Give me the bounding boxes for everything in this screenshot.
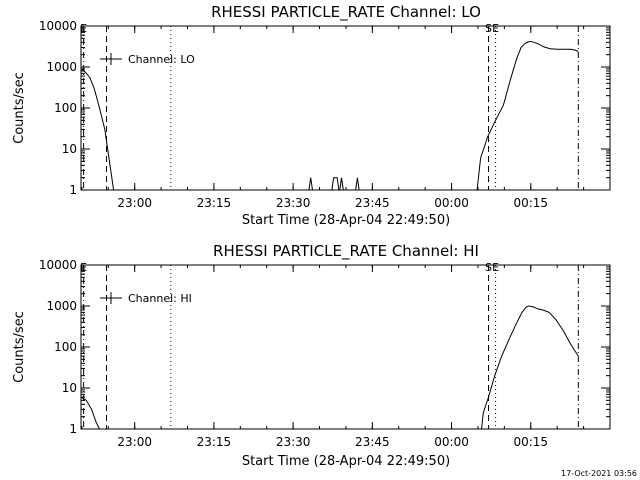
x-tick-label: 23:00 [117, 196, 152, 210]
x-axis-label: Start Time (28-Apr-04 22:49:50) [242, 454, 450, 469]
series-line-segment [308, 177, 313, 191]
series-group [80, 40, 579, 191]
y-tick-label: 1000 [46, 299, 77, 313]
y-tick-label: 10 [62, 381, 77, 395]
series-line-segment [331, 177, 340, 191]
panel-hi-channel: RHESSI PARTICLE_RATE Channel: HI Counts/… [12, 242, 611, 469]
y-tick-group: 1 10 100 1000 10000 [39, 19, 610, 197]
x-tick-group: 23:00 23:15 23:30 23:45 00:00 00:15 [81, 26, 611, 210]
time-marker-label: S [485, 22, 492, 35]
y-tick-label: 100 [54, 101, 77, 115]
x-tick-label: 00:00 [434, 196, 469, 210]
x-tick-label: 23:00 [117, 435, 152, 449]
time-marker-label: E [80, 261, 87, 274]
x-tick-label: 23:15 [197, 196, 232, 210]
x-tick-label: 00:00 [434, 435, 469, 449]
legend: Channel: HI [100, 292, 192, 305]
x-tick-label: 23:30 [276, 196, 311, 210]
y-tick-label: 10000 [39, 19, 77, 33]
x-tick-label: 00:15 [513, 196, 548, 210]
chart-title: RHESSI PARTICLE_RATE Channel: HI [213, 242, 479, 261]
x-tick-label: 23:30 [276, 435, 311, 449]
y-tick-label: 1 [69, 422, 77, 436]
series-line-segment [481, 305, 579, 430]
x-tick-label: 23:15 [197, 435, 232, 449]
panel-lo-channel: RHESSI PARTICLE_RATE Channel: LO Counts/… [12, 3, 611, 228]
legend-entry: Channel: HI [128, 292, 192, 305]
y-tick-label: 1000 [46, 60, 77, 74]
series-line-segment [80, 396, 100, 430]
x-tick-label: 23:45 [355, 435, 390, 449]
x-axis-label: Start Time (28-Apr-04 22:49:50) [242, 213, 450, 228]
time-marker-label: E [492, 22, 499, 35]
x-tick-label: 23:45 [355, 196, 390, 210]
y-tick-label: 10 [62, 142, 77, 156]
y-tick-group: 1 10 100 1000 10000 [39, 258, 610, 436]
legend: Channel: LO [100, 53, 195, 66]
timestamp-label: 17-Oct-2021 03:56 [561, 469, 637, 478]
y-axis-label: Counts/sec [12, 72, 27, 144]
series-line-segment [476, 40, 579, 191]
y-tick-label: 100 [54, 340, 77, 354]
series-line-segment [80, 68, 115, 191]
time-marker-label: E [80, 22, 87, 35]
plot-frame [80, 264, 611, 430]
y-tick-label: 1 [69, 183, 77, 197]
time-marker-label: S [485, 261, 492, 274]
series-line-segment [355, 177, 360, 191]
series-line-segment [339, 177, 344, 191]
time-marker-label: E [492, 261, 499, 274]
chart-title: RHESSI PARTICLE_RATE Channel: LO [211, 3, 481, 22]
y-axis-label: Counts/sec [12, 311, 27, 383]
legend-entry: Channel: LO [128, 53, 195, 66]
series-group [80, 305, 579, 430]
y-tick-label: 10000 [39, 258, 77, 272]
x-tick-group: 23:00 23:15 23:30 23:45 00:00 00:15 [81, 265, 611, 449]
plot-frame [80, 25, 611, 191]
x-tick-label: 00:15 [513, 435, 548, 449]
